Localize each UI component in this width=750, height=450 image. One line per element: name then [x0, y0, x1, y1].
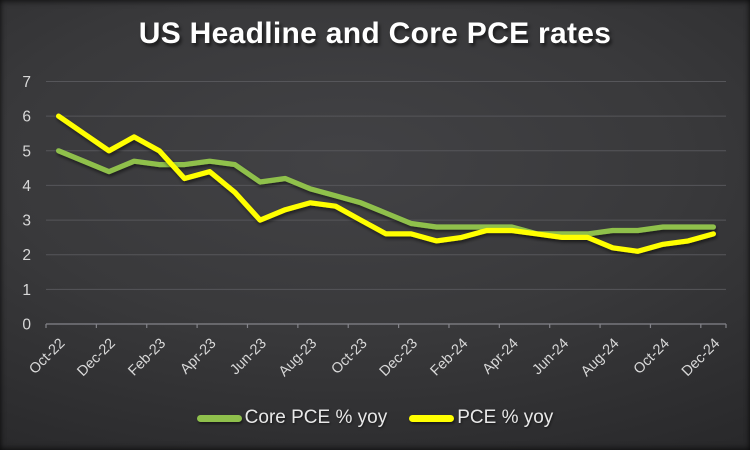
y-axis-label: 3	[22, 213, 31, 230]
legend-item-core-pce: Core PCE % yoy	[196, 407, 388, 429]
x-axis-label: Aug-24	[578, 336, 622, 380]
pce-line	[55, 113, 717, 254]
chart-legend: Core PCE % yoy PCE % yoy	[0, 406, 750, 430]
x-axis-label: Aug-23	[276, 336, 320, 380]
x-axis-label: Oct-24	[631, 336, 673, 378]
x-axis-label: Jun-23	[227, 336, 270, 379]
y-axis-label: 5	[22, 143, 31, 160]
x-axis-label: Dec-23	[377, 336, 421, 380]
core-pce-legend-swatch	[196, 414, 242, 422]
y-axis-label: 7	[22, 74, 31, 91]
x-axis-label: Oct-23	[329, 336, 371, 378]
x-axis-label: Apr-23	[177, 336, 219, 378]
core-pce-line	[55, 148, 717, 237]
y-axis-label: 0	[22, 317, 31, 334]
pce-legend-swatch	[409, 414, 455, 422]
x-axis-label: Oct-22	[26, 336, 68, 378]
chart-title: US Headline and Core PCE rates	[138, 17, 612, 50]
y-axis-label: 1	[22, 282, 31, 299]
y-axis-label: 2	[22, 247, 31, 264]
x-axis-label: Jun-24	[529, 336, 572, 379]
y-axis-label: 4	[22, 178, 31, 195]
x-axis-label: Dec-24	[679, 336, 723, 380]
legend-item-pce: PCE % yoy	[409, 407, 553, 429]
pce-legend-label: PCE % yoy	[457, 407, 554, 428]
y-axis-label: 6	[22, 109, 31, 126]
x-axis-label: Apr-24	[480, 336, 522, 378]
core-pce-legend-label: Core PCE % yoy	[244, 407, 388, 428]
x-axis-label: Feb-24	[428, 336, 472, 380]
x-axis-label: Feb-23	[125, 336, 169, 380]
x-axis-label: Dec-22	[74, 336, 118, 380]
